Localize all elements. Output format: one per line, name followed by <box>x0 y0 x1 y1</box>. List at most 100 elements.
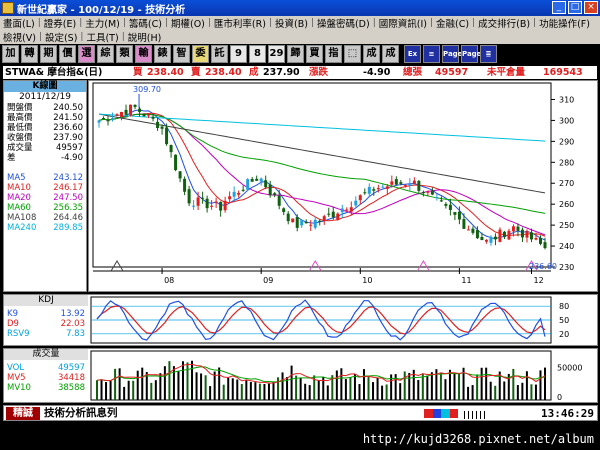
candle-body <box>120 111 124 117</box>
symbol-label[interactable]: STWA& 摩台指&(日) <box>5 67 103 78</box>
sell-label: 賣 <box>191 67 201 78</box>
exit-icon[interactable]: Ex <box>404 45 421 63</box>
menu-item-10[interactable]: 成交排行(B) <box>478 19 531 30</box>
minimize-button[interactable]: _ <box>552 1 566 14</box>
futures-icon[interactable]: 期 <box>40 45 57 63</box>
menu-item-11[interactable]: 功能操作(F) <box>539 19 590 30</box>
candle-body <box>471 228 475 233</box>
kdj-title: KDJ <box>4 295 88 306</box>
return-icon[interactable]: 歸 <box>287 45 304 63</box>
volume-bar <box>163 366 166 400</box>
menu-separator: | <box>472 18 476 28</box>
buy-label: 買 <box>133 67 143 78</box>
candle-body <box>394 179 398 185</box>
close-button[interactable]: × <box>584 1 598 14</box>
volume-bar <box>480 367 483 400</box>
menu-item-9[interactable]: 金融(C) <box>436 19 470 30</box>
candle-body <box>210 205 214 207</box>
candle-body <box>165 127 169 145</box>
window-icon[interactable]: ⬚ <box>344 45 361 63</box>
page-9-icon[interactable]: 9 <box>230 45 247 63</box>
candle-body <box>511 226 515 232</box>
price-icon[interactable]: 價 <box>59 45 76 63</box>
low-price-label: 236.60 <box>529 262 557 271</box>
indicator-value: 49597 <box>57 363 85 373</box>
candle-body <box>448 204 452 210</box>
price-chart[interactable]: 310 300 290 280 270 260 250 240 230 08 09 10 11 12 309… <box>89 81 597 291</box>
menu-item-6[interactable]: 投資(B) <box>274 19 308 30</box>
entrust-icon[interactable]: 託 <box>211 45 228 63</box>
open-interest-value: 169543 <box>543 67 583 78</box>
menu-item-5[interactable]: 匯市利率(R) <box>213 19 266 30</box>
page-down-icon[interactable]: Page <box>461 45 481 63</box>
price-chart-panel[interactable]: 310 300 290 280 270 260 250 240 230 08 09 10 11 12 309… <box>88 80 598 292</box>
last-label: 成 <box>249 67 259 78</box>
volume-icon[interactable]: 成 <box>363 45 380 63</box>
list-icon[interactable]: ≡ <box>423 45 440 63</box>
volume-panel[interactable]: 成交量 VOL 49597 MV5 34418 MV10 38588 50000 0 <box>3 348 598 403</box>
maximize-button[interactable]: □ <box>568 1 582 14</box>
kdj-panel[interactable]: KDJ K9 13.92 D9 22.03 RSV9 7.83 80 50 20 <box>3 294 598 346</box>
candle-body <box>106 120 110 122</box>
volume-bar <box>385 384 388 400</box>
index-icon[interactable]: 指 <box>325 45 342 63</box>
volume-chart[interactable]: 50000 0 <box>89 349 597 402</box>
menu-separator: | <box>268 18 272 28</box>
candle-body <box>349 207 353 212</box>
page-up-icon[interactable]: Page <box>442 45 462 63</box>
chart-icon[interactable]: 錶 <box>154 45 171 63</box>
menu-item-7[interactable]: 操盤密碼(D) <box>316 19 370 30</box>
menu-item-2[interactable]: 主力(M) <box>85 19 120 30</box>
candle-body <box>381 186 385 188</box>
kdj-chart[interactable]: 80 50 20 <box>89 295 597 345</box>
summary-icon[interactable]: 綜 <box>97 45 114 63</box>
menu-item-0[interactable]: 畫面(L) <box>3 19 35 30</box>
buy-icon[interactable]: 買 <box>306 45 323 63</box>
volume-plot-frame <box>90 350 552 401</box>
candle-body <box>520 229 524 238</box>
volume-bar <box>127 380 130 400</box>
volume-bar <box>471 385 474 400</box>
volume-bar <box>498 371 501 400</box>
input-icon[interactable]: 輸 <box>135 45 152 63</box>
switch-icon[interactable]: 轉 <box>21 45 38 63</box>
menu-icon[interactable]: ≣ <box>480 45 497 63</box>
volume-bar <box>132 380 135 400</box>
menu-item-3[interactable]: 籌碼(C) <box>128 19 162 30</box>
candle-body <box>529 232 533 240</box>
volume-bar <box>299 377 302 400</box>
month-label: 12 <box>533 276 543 285</box>
page-8-icon[interactable]: 8 <box>249 45 266 63</box>
volume-bar <box>240 384 243 400</box>
smart-icon[interactable]: 智 <box>173 45 190 63</box>
candle-body <box>277 195 281 206</box>
volume-bar <box>105 382 108 400</box>
info-row: MA108 264.46 <box>4 213 86 223</box>
menu2-item-1[interactable]: 設定(S) <box>44 33 78 44</box>
volume-label: 總張 <box>403 67 423 78</box>
volume-bar <box>344 379 347 400</box>
category-icon[interactable]: 類 <box>116 45 133 63</box>
page-29-icon[interactable]: 29 <box>268 45 285 63</box>
volume-bar <box>458 373 461 400</box>
select-icon[interactable]: 選 <box>78 45 95 63</box>
trade-icon[interactable]: 成 <box>382 45 399 63</box>
menu-item-4[interactable]: 期權(O) <box>170 19 205 30</box>
volume-bar <box>222 384 225 400</box>
info-key: MA108 <box>7 213 37 223</box>
candle-body <box>327 213 331 215</box>
candle-body <box>453 212 457 215</box>
candle-body <box>534 237 538 240</box>
add-icon[interactable]: 加 <box>2 45 19 63</box>
menu2-item-2[interactable]: 工具(T) <box>86 33 119 44</box>
menu2-item-0[interactable]: 檢視(V) <box>3 33 36 44</box>
menu-item-8[interactable]: 國際資訊(I) <box>378 19 427 30</box>
order-icon[interactable]: 委 <box>192 45 209 63</box>
menu2-item-3[interactable]: 說明(H) <box>127 33 162 44</box>
info-value: 264.46 <box>53 213 83 223</box>
info-value: 236.60 <box>53 123 83 133</box>
candle-body <box>115 114 119 116</box>
menu-item-1[interactable]: 證券(E) <box>43 19 77 30</box>
volume-bar <box>150 382 153 400</box>
candle-body <box>300 220 304 226</box>
